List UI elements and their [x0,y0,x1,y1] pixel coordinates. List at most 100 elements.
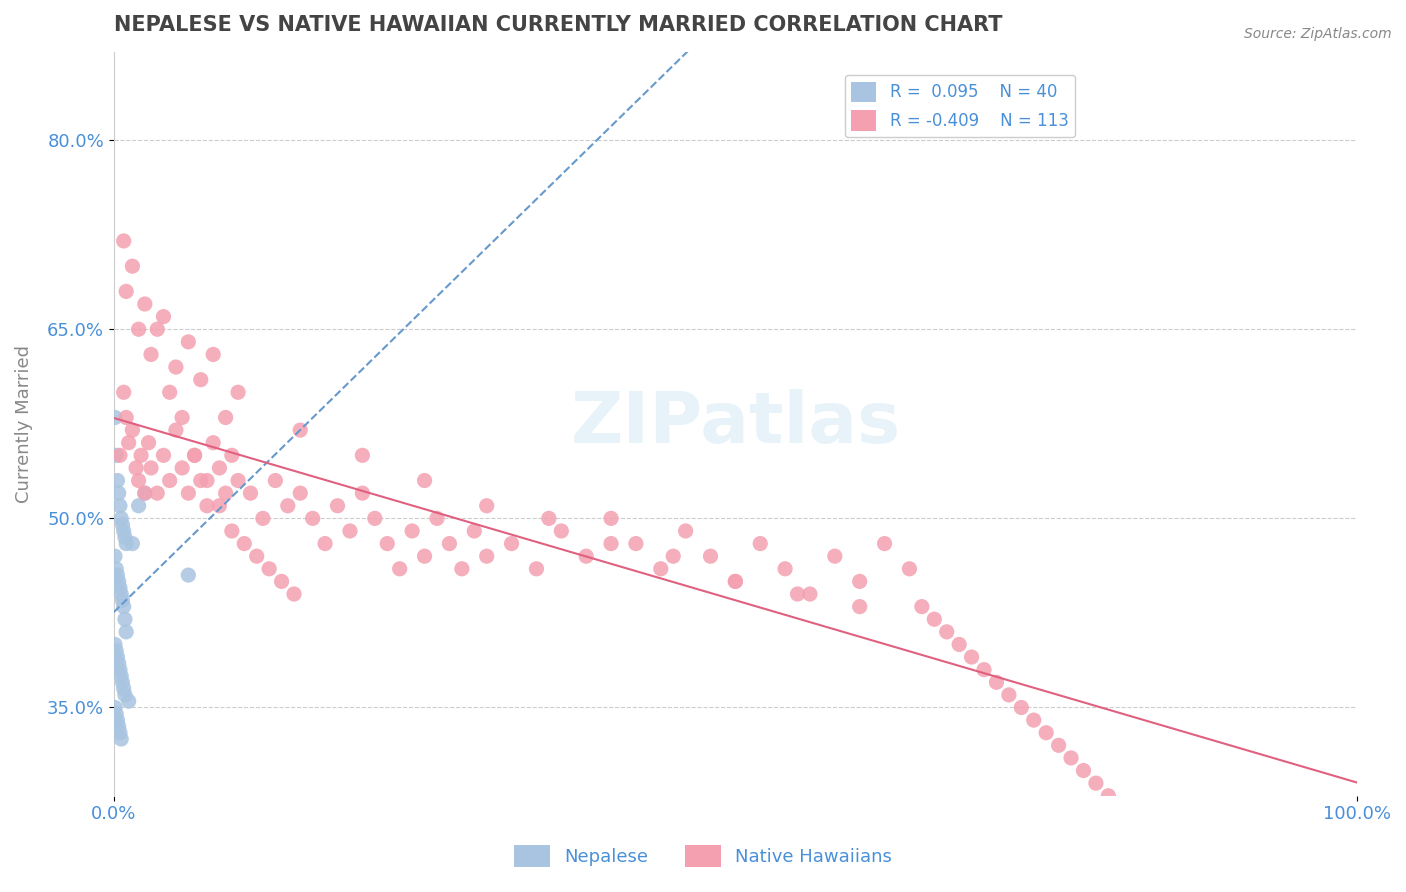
Point [128,474,150,488]
Text: ZIPatlas: ZIPatlas [571,389,900,458]
Point [314,536,336,550]
Point [115,536,138,550]
Point [104,700,127,714]
Point [339,524,361,538]
Point [105,448,128,462]
Point [290,486,312,500]
Point [172,461,194,475]
Point [183,448,205,462]
Point [924,612,946,626]
Point [112,524,135,538]
Point [177,334,200,349]
Point [108,499,131,513]
Point [121,536,143,550]
Point [139,347,162,361]
Point [104,549,127,564]
Legend: R =  0.095    N = 40, R = -0.409    N = 113: R = 0.095 N = 40, R = -0.409 N = 113 [845,75,1076,137]
Point [848,599,870,614]
Point [112,385,135,400]
Point [352,448,374,462]
Point [159,385,181,400]
Point [773,562,796,576]
Point [177,486,200,500]
Point [426,511,449,525]
Point [107,657,129,671]
Point [134,486,156,500]
Point [226,474,249,488]
Point [134,297,156,311]
Point [202,435,225,450]
Point [375,536,398,550]
Point [202,347,225,361]
Point [121,259,143,273]
Point [973,663,995,677]
Point [786,587,808,601]
Point [115,285,138,299]
Point [283,587,305,601]
Point [111,517,134,532]
Point [1022,713,1045,727]
Point [1047,739,1070,753]
Point [326,499,349,513]
Point [600,511,623,525]
Point [146,486,169,500]
Point [239,486,262,500]
Point [110,669,132,683]
Point [501,536,523,550]
Point [352,486,374,500]
Point [108,663,131,677]
Point [214,410,236,425]
Point [146,322,169,336]
Point [110,511,132,525]
Point [526,562,548,576]
Point [190,373,212,387]
Point [121,423,143,437]
Point [104,410,127,425]
Point [246,549,269,564]
Point [105,562,128,576]
Point [105,644,128,658]
Point [208,499,231,513]
Point [107,486,129,500]
Point [128,322,150,336]
Point [1073,764,1095,778]
Point [960,650,983,665]
Point [134,486,156,500]
Point [388,562,411,576]
Point [112,234,135,248]
Point [1097,789,1119,803]
Point [107,474,129,488]
Point [233,536,256,550]
Legend: Nepalese, Native Hawaiians: Nepalese, Native Hawaiians [506,838,900,874]
Point [575,549,598,564]
Point [114,612,136,626]
Point [413,474,436,488]
Point [111,593,134,607]
Point [724,574,747,589]
Point [848,574,870,589]
Point [108,448,131,462]
Point [650,562,672,576]
Point [1084,776,1107,790]
Point [114,530,136,544]
Point [662,549,685,564]
Point [118,694,141,708]
Point [118,435,141,450]
Point [439,536,461,550]
Point [624,536,647,550]
Point [724,574,747,589]
Point [221,524,243,538]
Point [290,423,312,437]
Point [139,461,162,475]
Point [128,499,150,513]
Point [165,423,187,437]
Point [475,499,498,513]
Point [107,650,129,665]
Point [749,536,772,550]
Point [226,385,249,400]
Point [264,474,287,488]
Point [172,410,194,425]
Point [105,706,128,721]
Text: NEPALESE VS NATIVE HAWAIIAN CURRENTLY MARRIED CORRELATION CHART: NEPALESE VS NATIVE HAWAIIAN CURRENTLY MA… [114,15,1002,35]
Point [104,637,127,651]
